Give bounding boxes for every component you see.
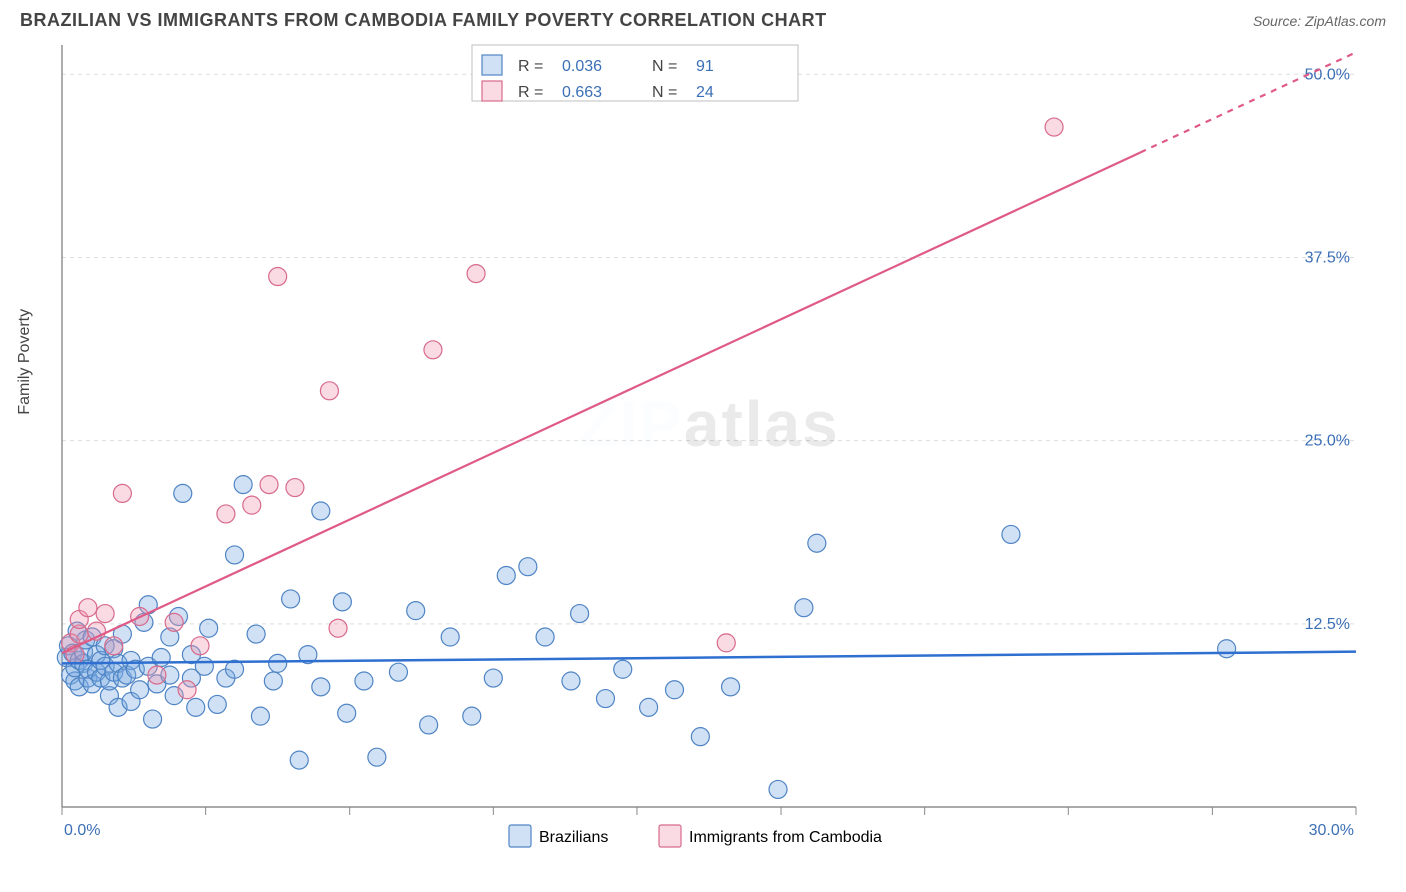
data-point-brazilians	[722, 678, 740, 696]
data-point-brazilians	[536, 628, 554, 646]
data-point-cambodia	[105, 637, 123, 655]
data-point-brazilians	[571, 605, 589, 623]
scatter-chart: 12.5% 25.0% 37.5% 50.0% ZIPatlas 0.0% 30.0% R =…	[20, 37, 1366, 877]
data-point-brazilians	[691, 728, 709, 746]
data-point-brazilians	[131, 681, 149, 699]
svg-text:0.036: 0.036	[562, 58, 602, 75]
y-tick-label: 37.5%	[1305, 249, 1350, 266]
data-point-brazilians	[282, 590, 300, 608]
data-point-brazilians	[497, 566, 515, 584]
data-point-cambodia	[424, 341, 442, 359]
svg-text:N =: N =	[652, 84, 677, 101]
data-point-brazilians	[269, 654, 287, 672]
data-point-cambodia	[467, 265, 485, 283]
data-point-brazilians	[312, 502, 330, 520]
data-point-brazilians	[1218, 640, 1236, 658]
data-point-brazilians	[312, 678, 330, 696]
data-point-brazilians	[795, 599, 813, 617]
data-point-brazilians	[665, 681, 683, 699]
data-point-brazilians	[808, 534, 826, 552]
y-axis-label: Family Poverty	[16, 309, 34, 415]
data-point-brazilians	[208, 695, 226, 713]
data-point-brazilians	[368, 748, 386, 766]
data-point-brazilians	[389, 663, 407, 681]
data-point-cambodia	[113, 484, 131, 502]
data-point-brazilians	[247, 625, 265, 643]
source-attribution: Source: ZipAtlas.com	[1253, 13, 1386, 29]
svg-text:91: 91	[696, 58, 714, 75]
data-point-cambodia	[243, 496, 261, 514]
data-point-cambodia	[79, 599, 97, 617]
data-point-cambodia	[165, 613, 183, 631]
data-point-brazilians	[519, 558, 537, 576]
data-point-cambodia	[148, 666, 166, 684]
data-point-brazilians	[152, 649, 170, 667]
legend-bottom-swatch	[659, 825, 681, 847]
data-point-brazilians	[234, 476, 252, 494]
data-point-brazilians	[407, 602, 425, 620]
data-point-brazilians	[562, 672, 580, 690]
data-point-brazilians	[484, 669, 502, 687]
data-point-brazilians	[769, 780, 787, 798]
data-point-brazilians	[355, 672, 373, 690]
svg-text:0.663: 0.663	[562, 84, 602, 101]
data-point-brazilians	[614, 660, 632, 678]
data-point-cambodia	[269, 268, 287, 286]
data-point-cambodia	[1045, 118, 1063, 136]
data-point-cambodia	[329, 619, 347, 637]
data-point-brazilians	[144, 710, 162, 728]
data-point-cambodia	[191, 637, 209, 655]
data-point-cambodia	[320, 382, 338, 400]
legend-bottom-label: Immigrants from Cambodia	[689, 829, 882, 846]
data-point-brazilians	[290, 751, 308, 769]
data-point-brazilians	[338, 704, 356, 722]
legend-swatch	[482, 81, 502, 101]
x-axis-min-label: 0.0%	[64, 822, 100, 839]
data-point-brazilians	[596, 690, 614, 708]
data-point-cambodia	[286, 479, 304, 497]
y-tick-label: 25.0%	[1305, 433, 1350, 450]
svg-text:R =: R =	[518, 84, 543, 101]
data-point-brazilians	[463, 707, 481, 725]
legend-bottom-label: Brazilians	[539, 829, 608, 846]
legend-swatch	[482, 55, 502, 75]
data-point-brazilians	[640, 698, 658, 716]
y-tick-label: 12.5%	[1305, 616, 1350, 633]
y-tick-label: 50.0%	[1305, 66, 1350, 83]
data-point-brazilians	[251, 707, 269, 725]
data-point-brazilians	[187, 698, 205, 716]
data-point-cambodia	[717, 634, 735, 652]
data-point-brazilians	[441, 628, 459, 646]
data-point-brazilians	[420, 716, 438, 734]
chart-title: BRAZILIAN VS IMMIGRANTS FROM CAMBODIA FA…	[20, 10, 827, 31]
watermark: ZIPatlas	[578, 388, 839, 460]
data-point-cambodia	[217, 505, 235, 523]
legend-bottom-swatch	[509, 825, 531, 847]
data-point-cambodia	[96, 605, 114, 623]
svg-text:24: 24	[696, 84, 714, 101]
data-point-brazilians	[200, 619, 218, 637]
data-point-brazilians	[333, 593, 351, 611]
data-point-brazilians	[226, 546, 244, 564]
data-point-brazilians	[174, 484, 192, 502]
data-point-cambodia	[260, 476, 278, 494]
svg-text:R =: R =	[518, 58, 543, 75]
data-point-brazilians	[195, 657, 213, 675]
svg-text:N =: N =	[652, 58, 677, 75]
data-point-brazilians	[1002, 525, 1020, 543]
data-point-brazilians	[264, 672, 282, 690]
data-point-cambodia	[178, 681, 196, 699]
x-axis-max-label: 30.0%	[1309, 822, 1354, 839]
